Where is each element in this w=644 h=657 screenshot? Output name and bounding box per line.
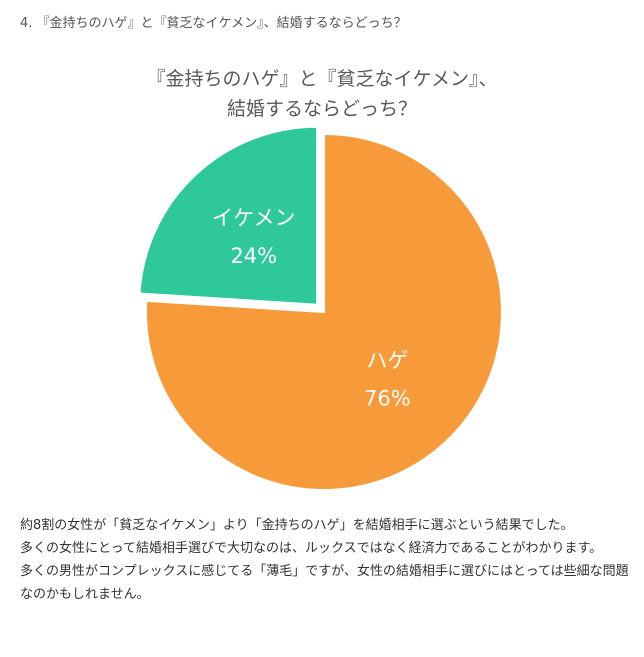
slice-category-label: ハゲ [366,348,408,372]
chart-title-line2: 結婚するならどっち？ [226,98,417,120]
pie-slice-2 [138,125,319,306]
pie-chart: 『金持ちのハゲ』と『貧乏なイケメン』、 結婚するならどっち？ ハゲ 76% イケメン… [0,42,644,502]
pie-svg: ハゲ 76% イケメン 24% [138,125,503,491]
article-body: 約8割の女性が「貧乏なイケメン」より「金持ちのハゲ」を結婚相手に選ぶという結果で… [20,514,632,606]
slice-value-label: 24% [230,244,277,268]
pie-slice-1 [145,132,503,491]
article-heading: 4. 『金持ちのハゲ』と『貧乏なイケメン』、結婚するならどっち？ [20,16,407,31]
chart-title-line1: 『金持ちのハゲ』と『貧乏なイケメン』、 [146,68,498,90]
slice-value-label: 76% [364,386,411,410]
slice-category-label: イケメン [212,206,295,230]
paragraph-3: 多くの男性がコンプレックスに感じてる「薄毛」ですが、女性の結婚相手に選びにはとっ… [20,564,629,602]
paragraph-1: 約8割の女性が「貧乏なイケメン」より「金持ちのハゲ」を結婚相手に選ぶという結果で… [20,518,574,533]
paragraph-2: 多くの女性にとって結婚相手選びで大切なのは、ルックスではなく経済力であることがわ… [20,541,603,556]
